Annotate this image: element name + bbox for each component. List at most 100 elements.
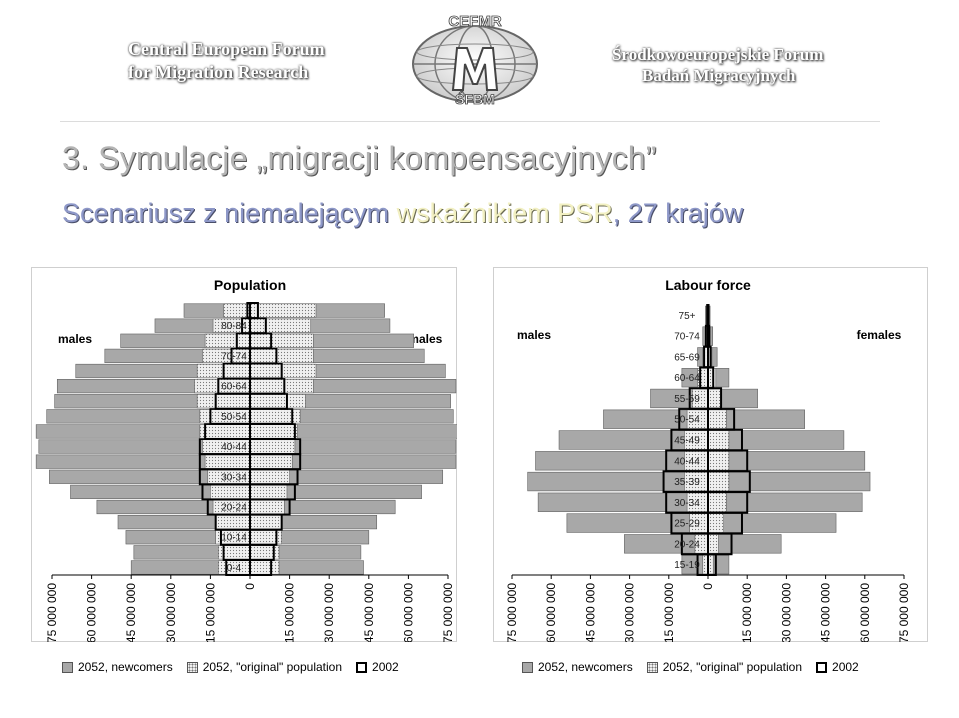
- age-tick-label: 10-14: [221, 533, 247, 544]
- males-label: males: [517, 328, 551, 342]
- age-tick-label: 50-54: [674, 415, 700, 426]
- x-tick-label: 75 000 000: [897, 583, 911, 642]
- legend-newcomers-label: 2052, newcomers: [538, 660, 633, 674]
- legend-2002-label: 2002: [372, 660, 399, 674]
- header: Central European Forum for Migration Res…: [0, 0, 959, 125]
- x-tick-label: 45 000 000: [819, 583, 833, 642]
- legend-2002-swatch: [356, 661, 368, 673]
- header-divider: [60, 121, 880, 122]
- bar-original-female: [249, 560, 280, 575]
- bar-original-female: [249, 515, 282, 530]
- x-tick-label: 15 000 000: [740, 583, 754, 642]
- bar-original-female: [707, 471, 730, 492]
- bar-original-female: [249, 394, 306, 409]
- bar-original-female: [249, 333, 314, 348]
- bar-original-female: [249, 363, 317, 379]
- x-tick-label: 60 000 000: [858, 583, 872, 642]
- bar-original-female: [707, 368, 717, 388]
- bar-original-female: [249, 469, 290, 484]
- x-tick-label: 30 000 000: [623, 583, 637, 642]
- slide-title: 3. Symulacje „migracji kompensacyjnych”: [62, 140, 657, 176]
- age-tick-label: 65-69: [674, 352, 700, 363]
- org-name-pl-line1: Środkowoeuropejskie Forum: [612, 45, 824, 64]
- age-tick-label: 20-24: [221, 503, 247, 514]
- labour-force-pyramid-chart: Labour force males females 15-19 20-24 25-29 3…: [493, 267, 928, 642]
- bar-original-female: [249, 424, 298, 439]
- bar-original-male: [204, 454, 251, 469]
- x-tick-label: 0: [243, 583, 257, 590]
- x-tick-label: 45 000 000: [124, 583, 138, 642]
- bar-original-female: [249, 348, 314, 363]
- x-tick-label: 15 000 000: [283, 583, 297, 642]
- bar-original-female: [707, 388, 722, 409]
- bar-original-male: [223, 303, 251, 318]
- legend-original-swatch: [186, 661, 198, 673]
- org-name-pl-line2: Badań Migracyjnych: [642, 66, 796, 85]
- age-tick-label: 15-19: [674, 560, 700, 571]
- bar-original-female: [707, 430, 730, 450]
- bar-original-female: [249, 484, 288, 499]
- bar-original-female: [249, 439, 296, 454]
- age-tick-label: 55-59: [674, 394, 700, 405]
- org-name-en-line1: Central European Forum: [128, 39, 325, 59]
- chart-title: Labour force: [665, 277, 751, 293]
- bar-original-male: [204, 333, 251, 348]
- org-name-en: Central European Forum for Migration Res…: [128, 38, 325, 84]
- legend-newcomers-label: 2052, newcomers: [78, 660, 173, 674]
- age-tick-label: 60-64: [674, 373, 700, 384]
- x-tick-label: 15 000 000: [203, 583, 217, 642]
- age-tick-label: 75+: [679, 311, 696, 322]
- cefmr-logo: CEFMR ŚFBM: [412, 13, 538, 107]
- bar-original-female: [707, 409, 727, 429]
- legend-original-label: 2052, "original" population: [202, 660, 343, 674]
- bar-original-female: [707, 492, 727, 512]
- age-tick-label: 45-49: [674, 436, 700, 447]
- x-tick-label: 15 000 000: [662, 583, 676, 642]
- x-tick-label: 30 000 000: [322, 583, 336, 642]
- org-name-pl: Środkowoeuropejskie Forum Badań Migracyj…: [612, 44, 823, 86]
- x-tick-label: 30 000 000: [164, 583, 178, 642]
- bar-newcomers-female: [707, 451, 866, 471]
- x-tick-label: 30 000 000: [779, 583, 793, 642]
- x-tick-label: 60 000 000: [401, 583, 415, 642]
- org-name-en-line2: for Migration Research: [128, 62, 309, 82]
- labour-legend: 2052, newcomers 2052, "original" populat…: [522, 660, 859, 674]
- age-tick-label: 30-34: [674, 498, 700, 509]
- bar-newcomers-female: [707, 513, 837, 533]
- x-tick-label: 45 000 000: [583, 583, 597, 642]
- age-tick-label: 40-44: [674, 456, 700, 467]
- slide-subtitle: Scenariusz z niemalejącym wskaźnikiem PS…: [62, 198, 743, 229]
- females-label: females: [857, 328, 902, 342]
- x-tick-label: 45 000 000: [362, 583, 376, 642]
- bar-original-male: [215, 515, 251, 530]
- age-tick-label: 60-64: [221, 382, 247, 393]
- legend-original-label: 2052, "original" population: [662, 660, 803, 674]
- logo-bottom-text: ŚFBM: [455, 90, 495, 107]
- legend-2002-label: 2002: [832, 660, 859, 674]
- bar-original-male: [199, 424, 251, 439]
- legend-original-swatch: [646, 661, 658, 673]
- chart-title: Population: [214, 277, 286, 293]
- bar-original-female: [707, 451, 730, 471]
- bar-original-female: [249, 379, 314, 394]
- bar-newcomers-female: [707, 471, 871, 492]
- subtitle-part3: , 27 krajów: [612, 198, 744, 228]
- bar-original-female: [249, 318, 312, 333]
- age-tick-label: 20-24: [674, 539, 700, 550]
- population-legend: 2052, newcomers 2052, "original" populat…: [62, 660, 399, 674]
- age-tick-label: 30-34: [221, 472, 247, 483]
- logo-top-text: CEFMR: [448, 13, 501, 30]
- x-tick-label: 60 000 000: [85, 583, 99, 642]
- bar-original-female: [707, 534, 719, 554]
- age-tick-label: 80-84: [221, 321, 247, 332]
- x-tick-label: 60 000 000: [544, 583, 558, 642]
- x-tick-label: 75 000 000: [441, 583, 455, 642]
- bar-newcomers-female: [707, 492, 863, 512]
- bar-original-female: [249, 303, 317, 318]
- age-tick-label: 0-4: [227, 563, 242, 574]
- legend-2002-swatch: [816, 661, 828, 673]
- x-tick-label: 0: [701, 583, 715, 590]
- age-tick-label: 40-44: [221, 442, 247, 453]
- age-tick-label: 50-54: [221, 412, 247, 423]
